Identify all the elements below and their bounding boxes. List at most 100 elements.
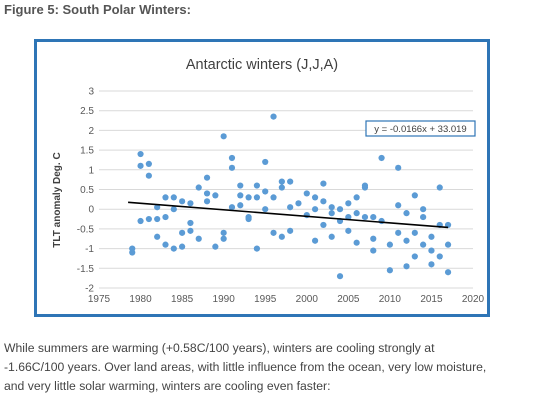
data-point	[220, 229, 227, 236]
caption-line: -1.66C/100 years. Over land areas, with …	[4, 360, 487, 374]
data-point	[187, 219, 194, 227]
data-point	[287, 204, 294, 211]
data-point	[361, 184, 369, 191]
data-point	[237, 182, 244, 189]
data-point	[187, 227, 194, 234]
caption-line: and very little solar warming, winters a…	[4, 379, 331, 393]
data-point	[395, 202, 402, 209]
data-point	[311, 194, 319, 201]
chart-frame: Antarctic winters (J,J,A) TLT anomaly De…	[34, 39, 490, 317]
data-point	[395, 229, 402, 236]
x-tick-label: 2020	[462, 294, 485, 305]
data-point	[237, 192, 244, 199]
data-point	[278, 178, 285, 185]
x-tick-label: 1990	[213, 294, 236, 305]
data-point	[278, 184, 285, 191]
trend-equation-box: y = -0.0166x + 33.019	[365, 120, 476, 137]
data-point	[395, 164, 402, 171]
data-point	[179, 229, 186, 236]
data-point	[370, 247, 377, 254]
data-point	[154, 233, 161, 240]
data-point	[203, 198, 211, 205]
data-point	[336, 273, 344, 280]
data-point	[303, 190, 310, 197]
data-point	[436, 253, 443, 260]
data-point	[129, 249, 136, 256]
data-point	[361, 213, 369, 221]
data-point	[370, 213, 377, 221]
data-point	[328, 233, 335, 240]
caption-line: While summers are warming (+0.58C/100 ye…	[4, 341, 435, 355]
data-point	[444, 221, 452, 229]
data-point	[320, 198, 327, 205]
data-point	[154, 215, 161, 223]
data-point	[328, 210, 335, 217]
scatter-chart: Antarctic winters (J,J,A) TLT anomaly De…	[52, 57, 485, 305]
gridlines	[99, 90, 473, 289]
data-point	[328, 204, 335, 211]
data-point	[311, 237, 319, 244]
y-tick-label: 1	[88, 165, 94, 176]
x-tick-label: 2015	[420, 294, 443, 305]
data-point	[420, 206, 427, 213]
x-tick-label: 2000	[296, 294, 319, 305]
data-point	[428, 261, 435, 268]
data-point	[137, 162, 144, 169]
caption: While summers are warming (+0.58C/100 ye…	[4, 339, 529, 396]
data-point	[287, 178, 294, 185]
data-point	[444, 269, 452, 276]
data-point	[320, 221, 327, 229]
data-point	[353, 210, 360, 217]
x-tick-label: 1975	[88, 294, 111, 305]
chart-title: Antarctic winters (J,J,A)	[186, 57, 338, 73]
data-point	[212, 192, 219, 199]
data-point	[311, 206, 319, 213]
data-point	[195, 235, 202, 242]
y-tick-label: 0	[88, 205, 94, 216]
data-point	[220, 235, 227, 242]
y-tick-label: -1.5	[77, 264, 95, 275]
data-point	[195, 184, 202, 191]
data-point	[262, 158, 269, 166]
data-point	[403, 237, 410, 244]
data-point	[278, 233, 285, 240]
data-point	[245, 215, 252, 223]
data-point	[179, 198, 186, 205]
y-tick-label: -2	[85, 284, 94, 295]
data-point	[253, 194, 261, 201]
data-point	[228, 164, 236, 171]
x-tick-label: 1985	[171, 294, 194, 305]
data-point	[403, 210, 410, 217]
data-points	[129, 113, 452, 280]
trend-line	[128, 201, 449, 229]
y-axis-label: TLT anomaly Deg. C	[52, 152, 63, 247]
data-point	[262, 188, 269, 195]
data-point	[245, 194, 252, 201]
data-point	[386, 267, 393, 274]
data-point	[170, 245, 177, 252]
y-tick-label: 1.5	[80, 146, 94, 157]
data-point	[187, 200, 194, 207]
data-point	[137, 217, 144, 225]
data-point	[287, 227, 294, 234]
data-point	[378, 154, 385, 162]
data-point	[370, 235, 377, 242]
data-point	[253, 245, 261, 252]
data-point	[444, 241, 452, 248]
data-point	[420, 213, 427, 221]
x-tick-label: 2010	[379, 294, 402, 305]
data-point	[262, 206, 269, 213]
y-tick-label: 3	[88, 87, 94, 98]
y-tick-label: -0.5	[77, 224, 95, 235]
data-point	[162, 194, 169, 201]
data-point	[228, 204, 236, 211]
y-tick-label: 0.5	[80, 185, 94, 196]
data-point	[345, 213, 352, 221]
data-point	[353, 194, 360, 201]
data-point	[145, 215, 152, 223]
x-tick-labels: 1975 1980 1985 1990 1995 2000 2005 2010 2015 2020	[88, 294, 485, 305]
data-point	[428, 247, 435, 254]
data-point	[170, 206, 177, 213]
data-point	[270, 113, 277, 120]
y-tick-labels: -2 -1.5 -1 -0.5 0 0.5 1 1.5 2 2.5 3	[77, 87, 95, 295]
